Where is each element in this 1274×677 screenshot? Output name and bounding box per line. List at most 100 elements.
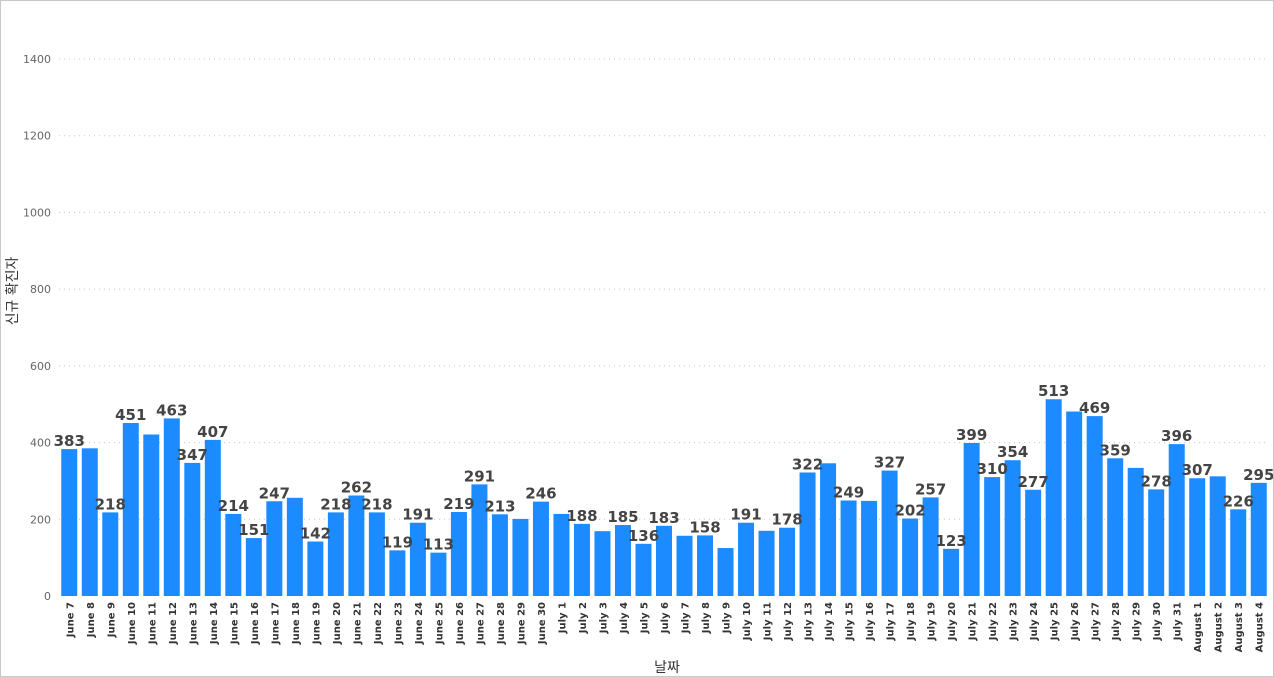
bar[interactable] — [102, 512, 119, 596]
bar[interactable] — [943, 548, 960, 596]
x-tick-label: August 4 — [1255, 602, 1266, 652]
bar[interactable] — [635, 543, 652, 596]
data-label: 257 — [915, 480, 946, 498]
bar[interactable] — [1148, 489, 1165, 596]
bar[interactable] — [1168, 444, 1185, 596]
bar[interactable] — [163, 418, 180, 596]
bar[interactable] — [779, 527, 796, 596]
x-tick-label: July 16 — [865, 602, 876, 641]
data-label: 191 — [730, 506, 761, 524]
bar[interactable] — [471, 484, 488, 596]
bar[interactable] — [614, 525, 631, 596]
bar[interactable] — [512, 518, 529, 596]
data-label: 178 — [771, 511, 802, 529]
bar[interactable] — [368, 512, 385, 596]
bar[interactable] — [799, 472, 816, 596]
bar[interactable] — [430, 552, 447, 596]
x-tick-label: June 15 — [229, 602, 240, 645]
bar[interactable] — [676, 535, 693, 596]
data-label: 218 — [361, 495, 392, 513]
bar[interactable] — [1086, 416, 1103, 596]
bar[interactable] — [861, 500, 878, 596]
x-tick-label: June 7 — [65, 602, 76, 638]
bar[interactable] — [286, 497, 303, 596]
bar[interactable] — [697, 535, 714, 596]
x-tick-label: July 31 — [1173, 602, 1184, 641]
bar[interactable] — [1107, 458, 1124, 596]
bar[interactable] — [902, 518, 919, 596]
bar[interactable] — [553, 513, 570, 596]
bar[interactable] — [881, 470, 898, 596]
x-tick-label: July 29 — [1132, 602, 1143, 641]
bar[interactable] — [184, 462, 201, 596]
x-tick-label: July 20 — [947, 602, 958, 641]
bar[interactable] — [348, 495, 365, 596]
x-tick-label: August 3 — [1234, 602, 1245, 652]
bar[interactable] — [573, 523, 590, 596]
x-tick-label: July 13 — [804, 602, 815, 641]
data-label: 218 — [320, 495, 351, 513]
x-tick-label: June 17 — [270, 602, 281, 645]
x-tick-label: June 18 — [291, 602, 302, 645]
x-tick-label: July 15 — [845, 602, 856, 641]
bar[interactable] — [656, 525, 672, 596]
data-label: 307 — [1182, 461, 1213, 479]
bar[interactable] — [1004, 460, 1021, 596]
x-axis-ticks: June 7 June 8 June 9 June 10 June 11 June 12 J… — [65, 602, 1265, 652]
bar[interactable] — [389, 550, 406, 596]
bar[interactable] — [409, 522, 426, 596]
bar[interactable] — [1127, 467, 1144, 596]
data-label: 291 — [464, 467, 495, 485]
bar[interactable] — [984, 477, 1001, 596]
x-tick-label: June 11 — [147, 602, 158, 645]
bar[interactable] — [122, 423, 139, 596]
bar[interactable] — [81, 448, 98, 596]
bar[interactable] — [245, 538, 262, 596]
bar[interactable] — [327, 512, 344, 596]
data-label: 219 — [443, 495, 474, 513]
x-tick-label: July 17 — [886, 602, 897, 641]
x-tick-label: July 7 — [681, 602, 692, 634]
bar[interactable] — [820, 463, 837, 596]
bar[interactable] — [963, 442, 980, 596]
bar[interactable] — [1189, 478, 1206, 596]
bar[interactable] — [61, 449, 78, 596]
gridlines — [59, 58, 1269, 520]
x-tick-label: June 12 — [168, 602, 179, 645]
x-tick-label: July 12 — [783, 602, 794, 641]
data-label: 185 — [607, 508, 638, 526]
x-tick-label: July 26 — [1070, 602, 1081, 641]
bar[interactable] — [738, 522, 755, 596]
bar[interactable] — [1230, 509, 1247, 596]
bar[interactable] — [758, 530, 775, 596]
bar[interactable] — [1045, 399, 1062, 596]
bar[interactable] — [143, 434, 160, 596]
bar[interactable] — [307, 541, 324, 596]
bar[interactable] — [204, 439, 221, 596]
bar[interactable] — [266, 501, 283, 596]
bar[interactable] — [532, 501, 549, 596]
data-label: 123 — [935, 532, 966, 550]
data-label: 347 — [177, 446, 208, 464]
bar[interactable] — [922, 497, 939, 596]
data-label: 158 — [689, 518, 720, 536]
bar[interactable] — [225, 513, 242, 596]
y-tick-label: 1200 — [23, 130, 51, 143]
bar[interactable] — [594, 531, 611, 596]
y-tick-label: 400 — [30, 437, 51, 450]
bar[interactable] — [717, 548, 734, 596]
x-tick-label: June 25 — [434, 602, 445, 645]
bar[interactable] — [491, 514, 508, 596]
data-label: 277 — [1017, 473, 1048, 491]
bar[interactable] — [450, 511, 467, 596]
x-axis-title: 날짜 — [654, 660, 680, 676]
x-tick-label: June 13 — [188, 602, 199, 645]
bar[interactable] — [1025, 489, 1042, 596]
bar[interactable] — [1250, 482, 1267, 596]
data-label: 278 — [1141, 472, 1172, 490]
bar[interactable] — [1209, 476, 1226, 596]
bar[interactable] — [1066, 411, 1083, 596]
bar[interactable] — [840, 500, 857, 596]
